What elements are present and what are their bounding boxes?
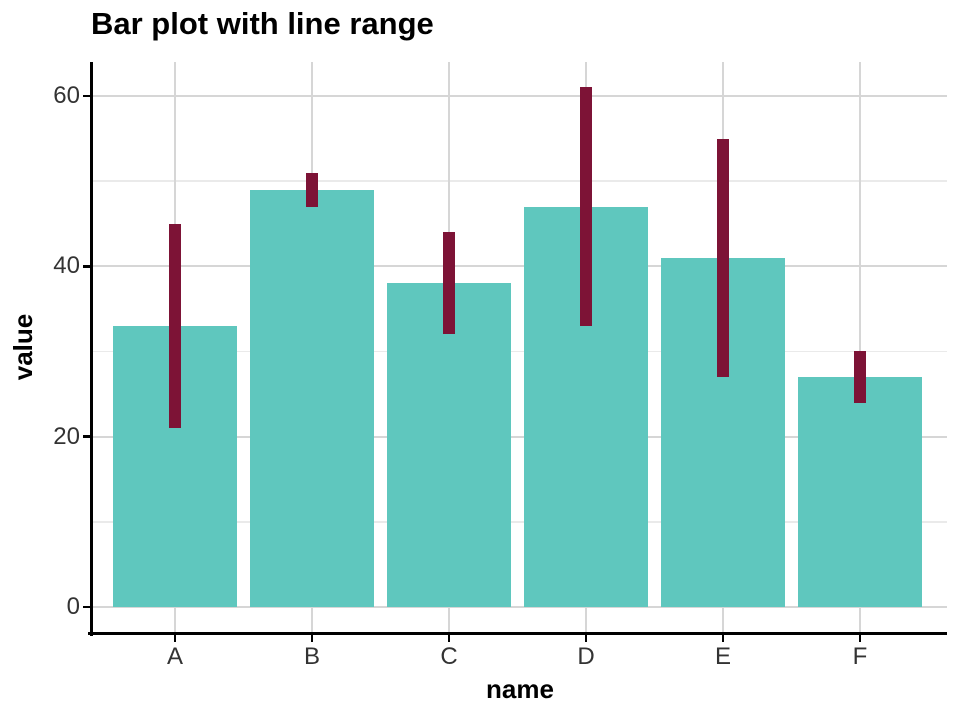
linerange-E [717,138,729,378]
major-gridline [93,435,947,438]
x-axis-title: name [486,674,554,704]
y-tick-label: 0 [66,593,80,620]
bar-C [387,283,511,607]
x-tick-label: C [440,643,458,670]
y-tick-label: 40 [53,252,80,280]
y-axis-line [90,62,93,636]
linerange-B [306,172,318,207]
x-axis-line [88,631,947,635]
x-tick-label: A [166,643,183,670]
major-gridline [93,606,947,608]
x-tick-mark [584,635,588,642]
x-tick-label: D [577,643,595,670]
x-tick-mark [310,635,314,642]
major-gridline [93,94,947,97]
y-tick-mark [83,94,91,98]
linerange-A [169,223,181,429]
linerange-F [854,351,866,403]
minor-gridline [93,180,947,182]
linerange-D [580,87,592,326]
bar-F [798,377,922,607]
x-tick-label: B [303,643,320,670]
chart-title: Bar plot with line range [91,6,434,41]
x-tick-label: E [714,643,731,670]
y-tick-mark [83,605,91,609]
vertical-gridline [859,62,861,633]
x-tick-mark [858,635,862,642]
minor-gridline [93,521,947,523]
bar-B [250,189,374,607]
x-tick-mark [447,635,451,642]
major-gridline [93,265,947,268]
x-tick-mark [721,635,725,642]
y-tick-label: 20 [53,422,80,450]
linerange-C [443,232,455,335]
x-tick-label: F [852,643,868,670]
y-tick-mark [83,435,91,438]
minor-gridline [93,350,947,353]
x-tick-mark [173,635,177,642]
y-tick-label: 60 [53,81,80,109]
y-tick-mark [83,265,91,268]
